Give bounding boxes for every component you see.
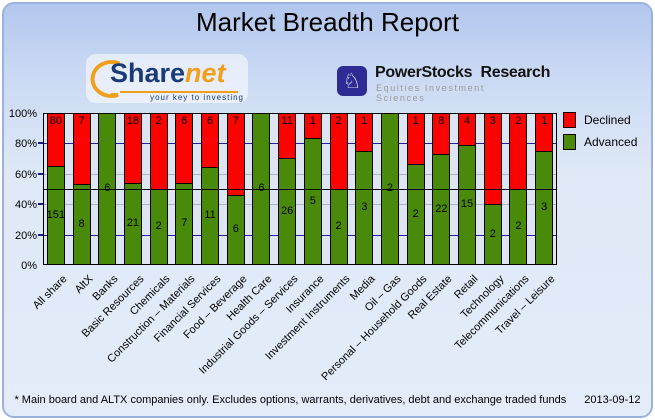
footer: * Main board and ALTX companies only. Ex… — [0, 394, 655, 406]
sharenet-word-net: net — [185, 58, 226, 88]
y-axis-label: 0% — [21, 260, 37, 272]
bar-value-advanced: 2 — [412, 207, 419, 220]
legend-swatch-declined — [563, 112, 576, 128]
bar-value-declined: 2 — [515, 115, 522, 127]
bar-value-advanced: 6 — [258, 182, 265, 194]
powerstocks-name: PowerStocks Research — [375, 64, 551, 81]
bar-value-declined: 80 — [49, 115, 62, 127]
bar-value-declined: 6 — [206, 115, 214, 127]
sharenet-logo: Sharenet your key to investing — [86, 54, 248, 103]
bar-value-declined: 2 — [335, 115, 342, 127]
legend-swatch-advanced — [563, 134, 576, 150]
footer-note: * Main board and ALTX companies only. Ex… — [14, 394, 567, 406]
bar-value-advanced: 3 — [541, 201, 548, 213]
bar-value-advanced: 2 — [515, 220, 522, 232]
y-axis-label: 20% — [14, 229, 37, 242]
y-axis-label: 40% — [14, 199, 37, 212]
sharenet-tagline: your key to investing — [150, 93, 244, 102]
sharenet-arc-icon — [90, 60, 120, 98]
knight-icon: ♘ — [337, 66, 367, 96]
bar-value-declined: 1 — [412, 115, 419, 127]
bar-value-advanced: 8 — [78, 217, 85, 230]
y-axis-label: 60% — [14, 168, 37, 181]
sharenet-underline — [120, 91, 238, 93]
bar-value-declined: 1 — [541, 115, 548, 127]
bar-value-advanced: 21 — [126, 217, 140, 229]
bar-value-declined: 1 — [309, 115, 316, 127]
gridline — [43, 234, 557, 236]
gridline — [43, 204, 557, 206]
bar-value-advanced: 6 — [104, 182, 111, 194]
bar-value-advanced: 3 — [361, 201, 368, 213]
sharenet-wordmark: Sharenet — [110, 58, 226, 89]
y-axis-label: 100% — [8, 108, 37, 120]
bar-value-advanced: 2 — [489, 227, 496, 240]
legend-label: Advanced — [584, 135, 638, 149]
bar-value-declined: 3 — [489, 115, 496, 127]
bar-value-declined: 2 — [155, 115, 162, 127]
bar-value-declined: 18 — [126, 115, 140, 127]
bar-value-declined: 11 — [281, 115, 293, 127]
y-axis-tick — [38, 172, 43, 175]
bar-value-declined: 6 — [181, 115, 188, 127]
bar-value-advanced: 15 — [460, 198, 474, 210]
bar-value-advanced: 26 — [281, 204, 294, 217]
bar-value-declined: 7 — [78, 115, 85, 127]
bar-value-advanced: 2 — [155, 220, 162, 232]
page-title: Market Breadth Report — [195, 7, 459, 37]
y-axis-tick — [38, 142, 43, 145]
bar-value-declined: 4 — [463, 115, 471, 127]
bar-value-advanced: 2 — [335, 220, 342, 232]
y-axis-tick — [38, 233, 43, 236]
bar-value-advanced: 6 — [232, 223, 239, 235]
bar-value-advanced: 22 — [435, 202, 448, 215]
sharenet-word-share: Share — [110, 58, 186, 88]
legend-label: Declined — [584, 113, 631, 127]
bar-value-declined: 1 — [361, 115, 368, 127]
fifty-percent-line — [43, 189, 557, 190]
gridline — [43, 143, 557, 145]
bar-value-advanced: 7 — [181, 217, 188, 229]
bar-value-declined: 8 — [438, 115, 445, 127]
report-date: 2013-09-12 — [584, 394, 641, 406]
y-axis-tick — [38, 203, 43, 206]
bar-value-advanced: 11 — [204, 209, 216, 221]
bar-value-advanced: 151 — [46, 208, 66, 221]
bar-value-declined: 7 — [232, 115, 239, 127]
powerstocks-logo: ♘ PowerStocks Research Equities Investme… — [337, 64, 550, 103]
gridline — [43, 173, 557, 175]
bar-value-advanced: 5 — [309, 194, 316, 207]
powerstocks-subtitle: Equities Investment Sciences — [376, 83, 485, 103]
y-axis-label: 80% — [14, 138, 37, 151]
bar-value-advanced: 2 — [386, 182, 393, 194]
